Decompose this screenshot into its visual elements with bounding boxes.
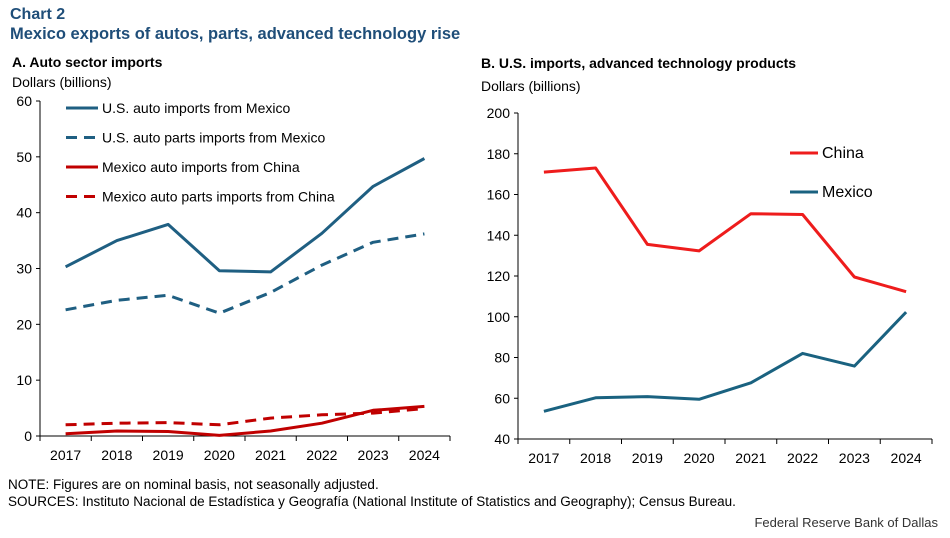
- panel-a-series-line-2: [65, 232, 425, 315]
- panel-a-y-tick-label: 0: [24, 428, 32, 444]
- panel-a-x-tick-label: 2022: [306, 447, 337, 463]
- panel-a-legend-label-4: Mexico auto parts imports from China: [102, 189, 335, 205]
- panel-b-x-tick-label: 2017: [528, 450, 559, 466]
- panel-a-y-tick-label: 60: [16, 93, 32, 109]
- panel-b-y-tick-label: 100: [487, 309, 511, 325]
- note-text: NOTE: Figures are on nominal basis, not …: [8, 477, 379, 492]
- panel-a-panel-title: A. Auto sector imports: [12, 54, 163, 70]
- panel-a-y-axis-label: Dollars (billions): [12, 74, 112, 90]
- panel-a-legend-label-2: U.S. auto parts imports from Mexico: [102, 130, 326, 146]
- notes: NOTE: Figures are on nominal basis, not …: [8, 476, 736, 510]
- panel-b-y-tick-label: 160: [487, 187, 511, 203]
- panel-b-legend-label-2: Mexico: [822, 184, 873, 201]
- panel-a-x-tick-label: 2019: [153, 447, 184, 463]
- panel-a-x-tick-label: 2020: [204, 447, 235, 463]
- credit-text: Federal Reserve Bank of Dallas: [754, 515, 938, 530]
- panel-a-y-tick-label: 50: [16, 149, 32, 165]
- panel-b-y-tick-label: 140: [487, 227, 511, 243]
- panel-b-series-line-1: [543, 166, 907, 294]
- panel-b-y-tick-label: 120: [487, 268, 511, 284]
- panel-b-series-line-2: [543, 311, 908, 413]
- panel-b-y-tick-label: 40: [494, 431, 510, 447]
- panel-b-y-tick-label: 80: [494, 350, 510, 366]
- chart-label: Chart 2: [10, 6, 66, 23]
- panel-b-y-tick-label: 200: [487, 105, 511, 121]
- panel-b-x-tick-label: 2021: [735, 450, 766, 466]
- panel-a-y-tick-label: 30: [16, 261, 32, 277]
- panel-b-x-tick-label: 2020: [684, 450, 715, 466]
- panel-a-y-tick-label: 20: [16, 316, 32, 332]
- panel-a-legend-label-1: U.S. auto imports from Mexico: [102, 100, 290, 116]
- panel-b-panel-title: B. U.S. imports, advanced technology pro…: [481, 55, 796, 71]
- panel-a-x-tick-label: 2023: [358, 447, 389, 463]
- sources-text: SOURCES: Instituto Nacional de Estadísti…: [8, 494, 736, 509]
- panel-b-y-tick-label: 180: [487, 146, 511, 162]
- panel-a-y-tick-label: 10: [16, 372, 32, 388]
- panel-a-legend-label-3: Mexico auto imports from China: [102, 159, 300, 175]
- panel-a-y-tick-label: 40: [16, 205, 32, 221]
- panel-b-legend-label-1: China: [822, 145, 864, 162]
- panel-a-x-tick-label: 2018: [101, 447, 132, 463]
- chart-title: Mexico exports of autos, parts, advanced…: [10, 25, 461, 43]
- panel-b-y-tick-label: 60: [494, 390, 510, 406]
- panel-a-series-line-1: [64, 157, 426, 274]
- panel-a-x-tick-label: 2017: [50, 447, 81, 463]
- panel-b-x-tick-label: 2019: [632, 450, 663, 466]
- panel-b-x-tick-label: 2024: [891, 450, 922, 466]
- panel-b-x-tick-label: 2023: [839, 450, 870, 466]
- panel-a-series-line-4: [65, 407, 425, 427]
- panel-a-series-line-3: [65, 404, 425, 437]
- panel-a-x-tick-label: 2024: [409, 447, 440, 463]
- panel-b-x-tick-label: 2022: [787, 450, 818, 466]
- panel-a-x-tick-label: 2021: [255, 447, 286, 463]
- panel-b-y-axis-label: Dollars (billions): [481, 78, 581, 94]
- panel-b-x-tick-label: 2018: [580, 450, 611, 466]
